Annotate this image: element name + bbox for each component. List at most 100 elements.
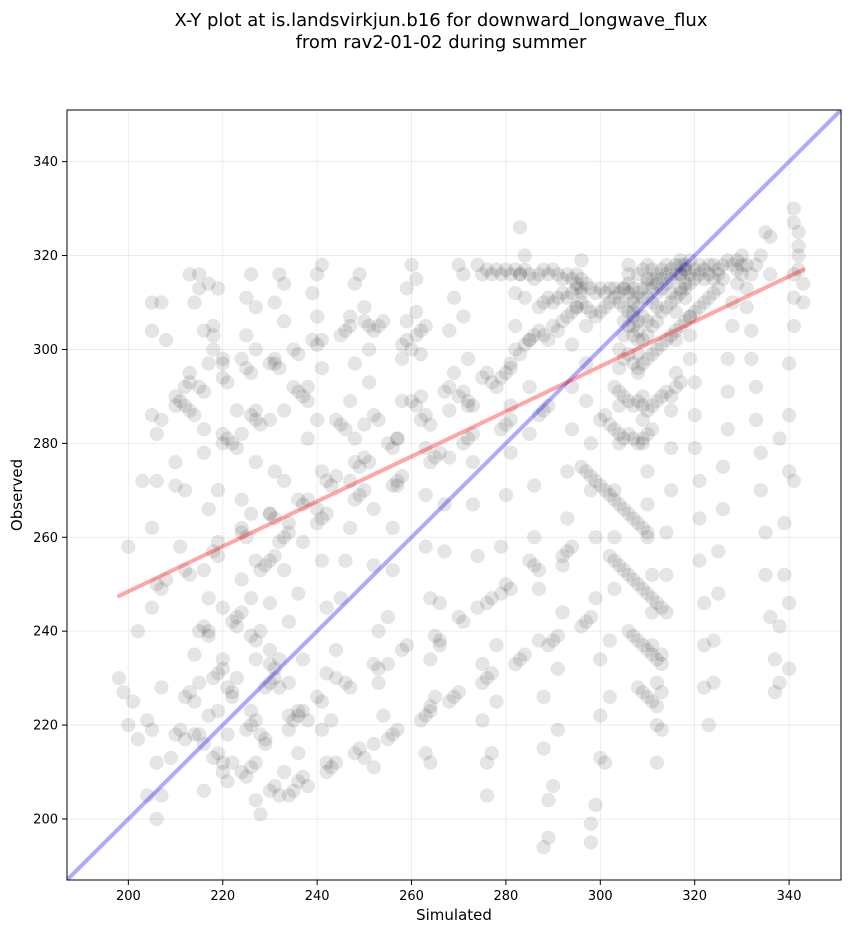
data-point-556 <box>635 520 651 536</box>
data-point-213 <box>489 637 504 653</box>
data-point-39 <box>187 727 202 742</box>
data-point-349 <box>748 412 764 428</box>
data-point-504 <box>659 332 674 348</box>
chart-title-line-2: from rav2-01-02 during summer <box>296 32 587 53</box>
data-point-634 <box>319 473 334 489</box>
data-point-725 <box>272 680 287 695</box>
data-point-542 <box>644 422 660 437</box>
data-point-791 <box>371 661 386 676</box>
data-point-794 <box>309 689 325 705</box>
data-point-451 <box>678 257 693 273</box>
data-point-256 <box>583 483 599 498</box>
data-point-412 <box>611 285 627 301</box>
data-point-46 <box>201 591 216 606</box>
data-point-773 <box>583 609 599 625</box>
data-point-702 <box>479 365 495 381</box>
data-point-666 <box>286 342 301 357</box>
data-point-708 <box>234 605 249 620</box>
data-point-548 <box>597 483 613 498</box>
data-point-596 <box>607 290 622 306</box>
data-point-591 <box>583 304 599 320</box>
data-point-758 <box>423 703 438 719</box>
data-point-73 <box>234 572 249 587</box>
data-point-214 <box>493 586 509 601</box>
data-point-97 <box>262 595 278 611</box>
data-point-26 <box>168 478 183 493</box>
data-point-122 <box>295 534 311 550</box>
data-point-398 <box>678 262 693 277</box>
data-point-221 <box>508 285 523 301</box>
data-point-639 <box>262 506 278 522</box>
data-point-258 <box>588 591 603 606</box>
y-tick-label-200: 200 <box>33 812 58 827</box>
data-point-478 <box>644 318 660 334</box>
data-point-499 <box>635 356 651 371</box>
data-point-733 <box>173 722 188 738</box>
data-point-625 <box>413 412 429 428</box>
data-point-400 <box>668 267 684 282</box>
data-point-391 <box>711 262 726 277</box>
data-point-103 <box>267 295 282 310</box>
data-point-528 <box>663 389 679 404</box>
data-point-79 <box>239 328 254 343</box>
data-point-431 <box>522 267 537 282</box>
data-point-371 <box>791 238 806 254</box>
data-point-796 <box>281 708 297 723</box>
data-point-106 <box>276 314 292 329</box>
data-point-410 <box>621 285 636 301</box>
data-point-231 <box>531 581 547 597</box>
data-point-760 <box>446 689 462 705</box>
data-point-611 <box>522 332 537 348</box>
data-point-533 <box>602 417 617 432</box>
x-tick-label-260: 260 <box>399 889 424 904</box>
data-point-68 <box>224 755 240 770</box>
data-point-497 <box>626 356 641 371</box>
data-point-7 <box>130 731 146 747</box>
data-point-341 <box>729 262 745 277</box>
data-point-211 <box>484 745 500 761</box>
data-point-479 <box>649 314 665 329</box>
data-point-659 <box>371 318 386 334</box>
data-point-396 <box>687 262 702 277</box>
data-point-461 <box>626 295 641 310</box>
data-point-403 <box>654 271 669 287</box>
data-point-510 <box>687 304 702 320</box>
data-point-361 <box>781 464 797 479</box>
data-point-488 <box>692 267 707 282</box>
data-point-54 <box>206 328 221 343</box>
data-point-517 <box>611 384 627 399</box>
data-point-732 <box>168 727 183 742</box>
data-point-455 <box>640 271 655 287</box>
data-point-365 <box>786 290 802 306</box>
data-point-299 <box>654 684 669 700</box>
data-point-511 <box>692 299 707 315</box>
data-point-609 <box>512 346 528 362</box>
data-point-470 <box>635 309 651 324</box>
data-point-641 <box>234 525 249 540</box>
data-point-35 <box>187 295 202 310</box>
data-point-170 <box>390 431 405 446</box>
data-point-327 <box>696 680 712 695</box>
data-point-575 <box>644 647 660 662</box>
data-point-308 <box>668 332 684 348</box>
data-point-780 <box>498 576 514 592</box>
data-point-415 <box>597 285 613 301</box>
data-point-372 <box>791 262 806 277</box>
data-point-359 <box>777 567 792 583</box>
data-point-238 <box>545 778 561 794</box>
data-point-314 <box>678 276 693 291</box>
data-point-184 <box>423 652 438 667</box>
data-point-136 <box>319 600 334 615</box>
data-point-18 <box>144 407 160 423</box>
data-point-762 <box>475 675 490 691</box>
data-point-607 <box>574 285 589 301</box>
data-point-569 <box>654 600 669 615</box>
data-point-580 <box>640 689 655 705</box>
data-point-460 <box>663 285 679 301</box>
data-point-389 <box>720 252 735 268</box>
data-point-340 <box>729 276 745 291</box>
data-point-148 <box>342 393 358 409</box>
data-point-321 <box>687 440 702 456</box>
data-point-233 <box>536 689 551 705</box>
data-point-307 <box>668 365 684 381</box>
